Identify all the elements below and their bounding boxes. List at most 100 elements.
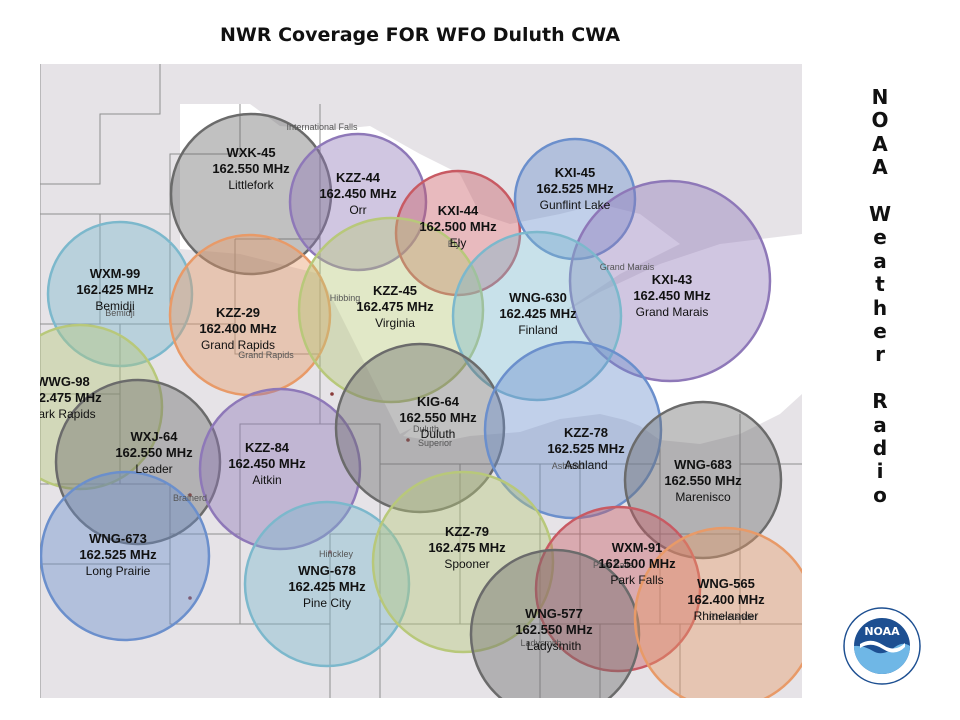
- transmitter-freq: 162.475 MHz: [356, 299, 434, 314]
- place-label: Ladysmith: [520, 638, 561, 648]
- transmitter-city: Gunflint Lake: [540, 198, 611, 212]
- transmitter-city: Pine City: [303, 596, 351, 610]
- transmitter-call: KZZ-79: [445, 524, 489, 539]
- side-title-letter: r: [875, 342, 885, 367]
- coverage-circle-wwg98: [40, 323, 164, 491]
- place-label: Grand Rapids: [238, 350, 294, 360]
- coverage-circle-wxk45: [169, 112, 333, 276]
- transmitter-freq: 162.550 MHz: [515, 622, 593, 637]
- transmitter-label-wng683: WNG-683 162.550 MHz Marenisco: [664, 457, 742, 504]
- transmitter-city: Duluth: [421, 427, 456, 441]
- place-label: Park Falls: [593, 560, 634, 570]
- transmitter-label-kzz29: KZZ-29 162.400 MHz Grand Rapids: [199, 305, 277, 352]
- transmitter-freq: 162.475 MHz: [40, 390, 102, 405]
- side-title-letter: t: [875, 272, 885, 297]
- transmitter-label-kxi44: KXI-44 162.500 MHz Ely: [419, 203, 497, 250]
- transmitter-city: Littlefork: [228, 178, 274, 192]
- transmitter-label-kzz45: KZZ-45 162.475 MHz Virginia: [356, 283, 434, 330]
- transmitter-label-wxj64: WXJ-64 162.550 MHz Leader: [115, 429, 193, 476]
- white-north-area: [180, 104, 680, 434]
- transmitter-freq: 162.550 MHz: [664, 473, 742, 488]
- side-title-letter: O: [871, 108, 889, 133]
- transmitter-freq: 162.500 MHz: [419, 219, 497, 234]
- transmitter-label-wng678: WNG-678 162.425 MHz Pine City: [288, 563, 366, 610]
- coverage-circle-wxj64: [54, 378, 222, 546]
- coverage-circle-kzz78: [483, 340, 663, 520]
- place-label: Superior: [418, 438, 452, 448]
- side-title-letter: e: [873, 225, 887, 250]
- transmitter-city: Virginia: [375, 316, 415, 330]
- side-title-gap: [862, 180, 898, 203]
- coverage-circle-wng678: [243, 500, 411, 668]
- coverage-circle-kxi45: [513, 137, 637, 261]
- side-title-letter: d: [872, 436, 888, 461]
- transmitter-call: WNG-673: [89, 531, 147, 546]
- transmitter-label-wwg98: WWG-98162.475 MHz Park Rapids: [40, 374, 102, 421]
- transmitter-label-kxi45: KXI-45 162.525 MHz Gunflint Lake: [536, 165, 614, 212]
- place-label: Brainerd: [173, 493, 207, 503]
- place-label: Duluth: [413, 424, 439, 434]
- transmitter-freq: 162.425 MHz: [499, 306, 577, 321]
- transmitter-call: WNG-678: [298, 563, 356, 578]
- side-title-letter: A: [872, 155, 888, 180]
- transmitter-freq: 162.525 MHz: [79, 547, 157, 562]
- transmitter-call: WXK-45: [226, 145, 275, 160]
- coverage-circle-kzz79: [371, 470, 555, 654]
- transmitter-city: Grand Marais: [636, 305, 709, 319]
- transmitter-city: Bemidji: [95, 299, 134, 313]
- side-title-letter: R: [872, 389, 888, 414]
- transmitter-call: KZZ-78: [564, 425, 608, 440]
- map-title: NWR Coverage FOR WFO Duluth CWA: [219, 24, 621, 46]
- transmitter-freq: 162.425 MHz: [288, 579, 366, 594]
- side-title-letter: e: [873, 319, 887, 344]
- place-label: International Falls: [286, 122, 358, 132]
- transmitter-label-kzz78: KZZ-78 162.525 MHz Ashland: [547, 425, 625, 472]
- transmitter-city: Grand Rapids: [201, 338, 275, 352]
- place-label: Grand Marais: [600, 262, 655, 272]
- side-title-letter: N: [871, 85, 889, 109]
- transmitter-call: KIG-64: [417, 394, 460, 409]
- transmitter-city: Marenisco: [675, 490, 731, 504]
- transmitter-call: WWG-98: [40, 374, 90, 389]
- side-title-letter: a: [873, 412, 887, 437]
- transmitter-call: WNG-683: [674, 457, 732, 472]
- transmitter-freq: 162.400 MHz: [199, 321, 277, 336]
- transmitter-call: KZZ-29: [216, 305, 260, 320]
- transmitter-freq: 162.450 MHz: [319, 186, 397, 201]
- place-label: Ely: [448, 239, 461, 249]
- transmitter-freq: 162.525 MHz: [547, 441, 625, 456]
- transmitter-city: Ashland: [564, 458, 607, 472]
- place-label: Ashland: [552, 461, 585, 471]
- transmitter-city: Spooner: [444, 557, 489, 571]
- transmitter-label-wng673: WNG-673 162.525 MHz Long Prairie: [79, 531, 157, 578]
- transmitter-call: KXI-43: [652, 272, 692, 287]
- transmitter-freq: 162.450 MHz: [633, 288, 711, 303]
- transmitter-freq: 162.400 MHz: [687, 592, 765, 607]
- transmitter-call: WNG-577: [525, 606, 583, 621]
- place-label: Rhinelander: [709, 612, 758, 622]
- transmitter-call: KXI-44: [438, 203, 479, 218]
- svg-text:NOAA: NOAA: [864, 625, 900, 638]
- transmitter-labels: WXK-45 162.550 MHz Littlefork KZZ-44 162.450…: [40, 145, 765, 653]
- transmitter-label-wng630: WNG-630 162.425 MHz Finland: [499, 290, 577, 337]
- coverage-circle-kzz84: [198, 387, 362, 551]
- transmitter-call: KZZ-44: [336, 170, 381, 185]
- place-label: Bemidji: [105, 308, 135, 318]
- transmitter-call: WXM-99: [90, 266, 141, 281]
- transmitter-city: Aitkin: [252, 473, 281, 487]
- side-title-letter: i: [876, 459, 884, 484]
- transmitter-call: KXI-45: [555, 165, 595, 180]
- transmitter-city: Long Prairie: [86, 564, 151, 578]
- transmitter-city: Park Falls: [610, 573, 663, 587]
- transmitter-label-wxm91: WXM-91 162.500 MHz Park Falls: [598, 540, 676, 587]
- transmitter-freq: 162.425 MHz: [76, 282, 154, 297]
- coverage-circle-wng673: [40, 470, 211, 642]
- transmitter-call: WNG-630: [509, 290, 567, 305]
- coverage-circle-wng683: [623, 400, 783, 560]
- side-title-letter: h: [872, 295, 888, 320]
- coverage-circle-wxm91: [534, 505, 702, 673]
- coverage-circle-kzz45: [297, 216, 485, 404]
- coverage-circle-wxm99: [46, 220, 194, 368]
- side-title-letter: A: [872, 131, 888, 156]
